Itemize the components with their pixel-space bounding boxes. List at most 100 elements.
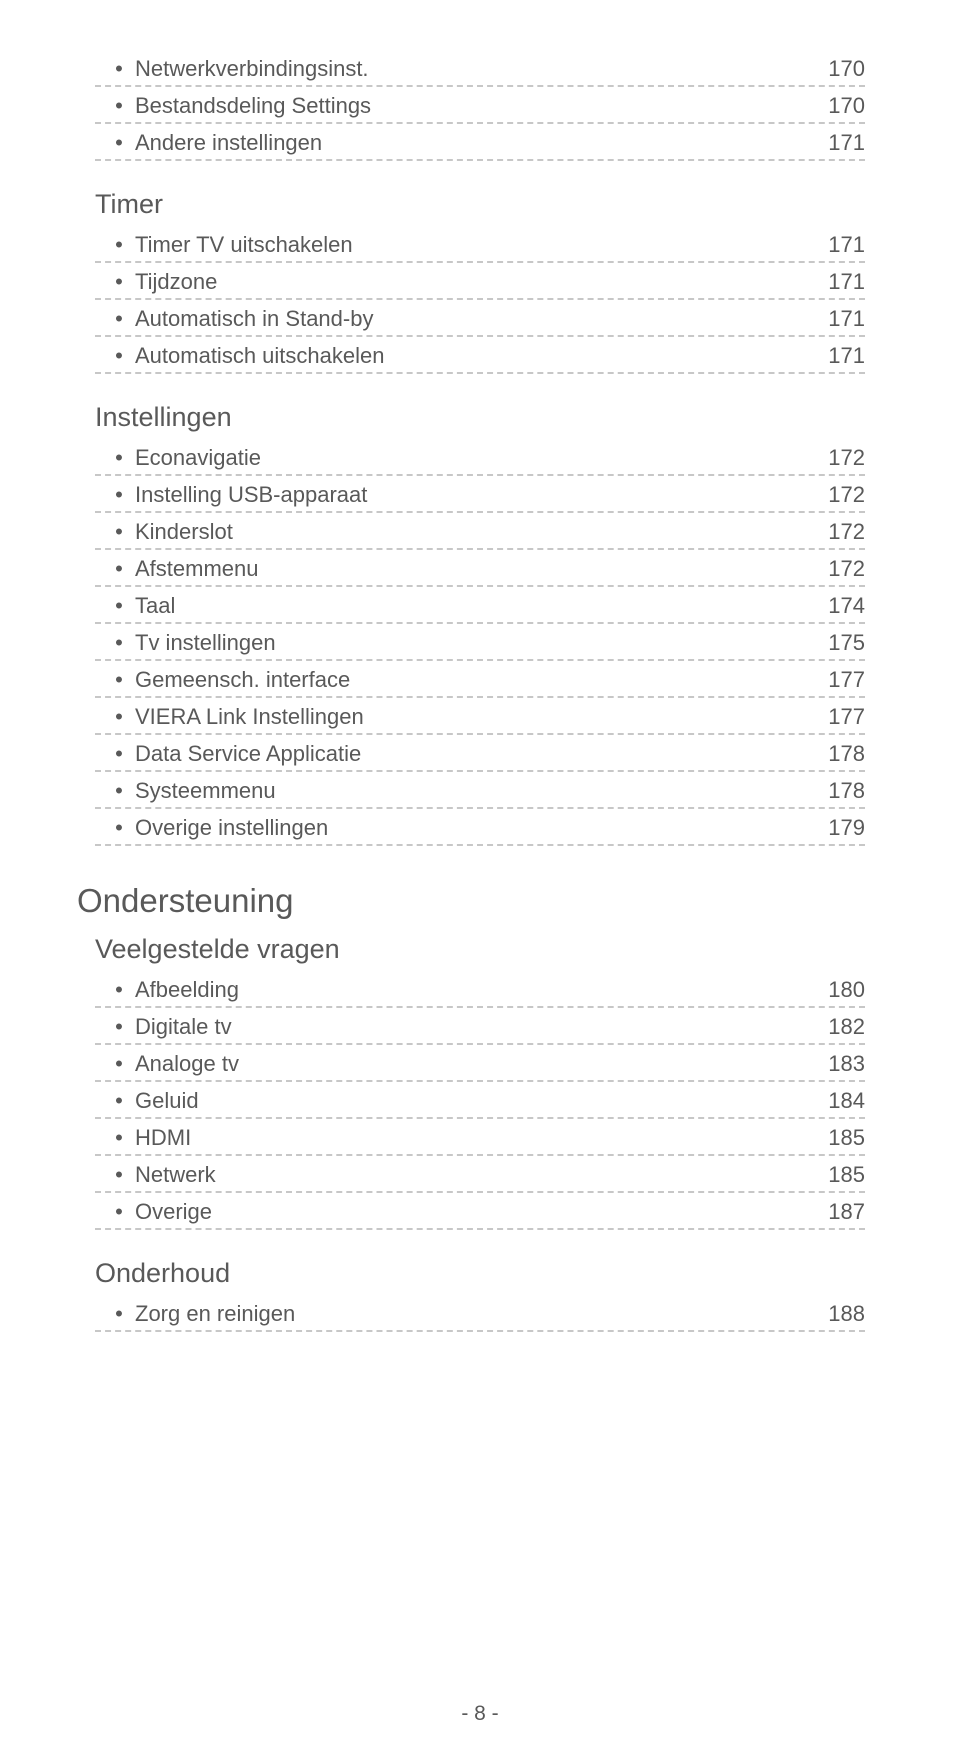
toc-row[interactable]: •Bestandsdeling Settings 170 <box>95 87 865 124</box>
toc-item-page: 171 <box>828 130 865 156</box>
toc-row[interactable]: •Analoge tv 183 <box>95 1045 865 1082</box>
bullet-icon: • <box>109 519 129 545</box>
toc-item-label: Analoge tv <box>135 1051 239 1077</box>
section-heading-onderhoud: Onderhoud <box>95 1258 865 1289</box>
toc-section: •Netwerkverbindingsinst. 170 •Bestandsde… <box>95 50 865 161</box>
bullet-icon: • <box>109 93 129 119</box>
toc-item-label: Timer TV uitschakelen <box>135 232 353 258</box>
toc-item-page: 183 <box>828 1051 865 1077</box>
toc-item-label: Data Service Applicatie <box>135 741 361 767</box>
bullet-icon: • <box>109 815 129 841</box>
toc-item-page: 177 <box>828 704 865 730</box>
toc-section: Onderhoud •Zorg en reinigen 188 <box>95 1258 865 1332</box>
toc-item-label: VIERA Link Instellingen <box>135 704 364 730</box>
toc-item-page: 174 <box>828 593 865 619</box>
toc-item-label: Afbeelding <box>135 977 239 1003</box>
toc-row[interactable]: •Netwerk 185 <box>95 1156 865 1193</box>
toc-row[interactable]: •Zorg en reinigen 188 <box>95 1295 865 1332</box>
toc-row[interactable]: •Afbeelding 180 <box>95 971 865 1008</box>
toc-item-label: Instelling USB-apparaat <box>135 482 367 508</box>
bullet-icon: • <box>109 269 129 295</box>
toc-item-page: 172 <box>828 445 865 471</box>
bullet-icon: • <box>109 306 129 332</box>
toc-row[interactable]: •Econavigatie 172 <box>95 439 865 476</box>
bullet-icon: • <box>109 1199 129 1225</box>
toc-row[interactable]: •Overige 187 <box>95 1193 865 1230</box>
toc-row[interactable]: •Instelling USB-apparaat 172 <box>95 476 865 513</box>
bullet-icon: • <box>109 593 129 619</box>
toc-item-label: Tijdzone <box>135 269 217 295</box>
toc-row[interactable]: •Kinderslot 172 <box>95 513 865 550</box>
bullet-icon: • <box>109 343 129 369</box>
toc-item-label: Systeemmenu <box>135 778 276 804</box>
toc-row[interactable]: •Andere instellingen 171 <box>95 124 865 161</box>
toc-row[interactable]: •Digitale tv 182 <box>95 1008 865 1045</box>
toc-item-page: 172 <box>828 519 865 545</box>
bullet-icon: • <box>109 482 129 508</box>
toc-row[interactable]: •HDMI 185 <box>95 1119 865 1156</box>
toc-item-page: 172 <box>828 556 865 582</box>
toc-item-label: Kinderslot <box>135 519 233 545</box>
toc-row[interactable]: •Timer TV uitschakelen 171 <box>95 226 865 263</box>
toc-row[interactable]: •Systeemmenu 178 <box>95 772 865 809</box>
toc-row[interactable]: •VIERA Link Instellingen 177 <box>95 698 865 735</box>
toc-item-page: 178 <box>828 778 865 804</box>
page-footer: - 8 - <box>0 1702 960 1726</box>
bullet-icon: • <box>109 667 129 693</box>
toc-section: Instellingen •Econavigatie 172 •Instelli… <box>95 402 865 846</box>
bullet-icon: • <box>109 1051 129 1077</box>
toc-row[interactable]: •Tv instellingen 175 <box>95 624 865 661</box>
toc-item-page: 180 <box>828 977 865 1003</box>
toc-item-label: Andere instellingen <box>135 130 322 156</box>
section-heading-timer: Timer <box>95 189 865 220</box>
bullet-icon: • <box>109 778 129 804</box>
bullet-icon: • <box>109 1088 129 1114</box>
toc-item-label: Tv instellingen <box>135 630 276 656</box>
toc-page: •Netwerkverbindingsinst. 170 •Bestandsde… <box>0 0 960 1764</box>
toc-row[interactable]: •Automatisch in Stand-by 171 <box>95 300 865 337</box>
bullet-icon: • <box>109 556 129 582</box>
chapter-heading-ondersteuning: Ondersteuning <box>77 882 865 920</box>
toc-item-page: 170 <box>828 56 865 82</box>
toc-item-page: 177 <box>828 667 865 693</box>
toc-row[interactable]: •Tijdzone 171 <box>95 263 865 300</box>
toc-item-page: 171 <box>828 306 865 332</box>
toc-section: Timer •Timer TV uitschakelen 171 •Tijdzo… <box>95 189 865 374</box>
bullet-icon: • <box>109 232 129 258</box>
toc-row[interactable]: •Automatisch uitschakelen 171 <box>95 337 865 374</box>
toc-item-label: Gemeensch. interface <box>135 667 350 693</box>
toc-item-page: 171 <box>828 269 865 295</box>
toc-item-page: 175 <box>828 630 865 656</box>
toc-row[interactable]: •Geluid 184 <box>95 1082 865 1119</box>
toc-item-page: 182 <box>828 1014 865 1040</box>
toc-row[interactable]: •Afstemmenu 172 <box>95 550 865 587</box>
bullet-icon: • <box>109 704 129 730</box>
toc-item-label: Digitale tv <box>135 1014 232 1040</box>
section-heading-faq: Veelgestelde vragen <box>95 934 865 965</box>
toc-item-label: HDMI <box>135 1125 191 1151</box>
toc-item-page: 188 <box>828 1301 865 1327</box>
toc-item-page: 184 <box>828 1088 865 1114</box>
toc-item-label: Econavigatie <box>135 445 261 471</box>
toc-row[interactable]: •Data Service Applicatie 178 <box>95 735 865 772</box>
toc-item-label: Overige <box>135 1199 212 1225</box>
bullet-icon: • <box>109 1014 129 1040</box>
bullet-icon: • <box>109 445 129 471</box>
bullet-icon: • <box>109 977 129 1003</box>
toc-item-label: Afstemmenu <box>135 556 259 582</box>
toc-item-page: 179 <box>828 815 865 841</box>
toc-row[interactable]: •Gemeensch. interface 177 <box>95 661 865 698</box>
toc-item-label: Bestandsdeling Settings <box>135 93 371 119</box>
toc-section: Veelgestelde vragen •Afbeelding 180 •Dig… <box>95 934 865 1230</box>
bullet-icon: • <box>109 741 129 767</box>
toc-item-label: Zorg en reinigen <box>135 1301 295 1327</box>
toc-item-page: 185 <box>828 1125 865 1151</box>
toc-item-label: Overige instellingen <box>135 815 328 841</box>
toc-row[interactable]: •Taal 174 <box>95 587 865 624</box>
bullet-icon: • <box>109 130 129 156</box>
toc-item-page: 185 <box>828 1162 865 1188</box>
toc-row[interactable]: •Overige instellingen 179 <box>95 809 865 846</box>
toc-row[interactable]: •Netwerkverbindingsinst. 170 <box>95 50 865 87</box>
bullet-icon: • <box>109 56 129 82</box>
toc-item-label: Geluid <box>135 1088 199 1114</box>
